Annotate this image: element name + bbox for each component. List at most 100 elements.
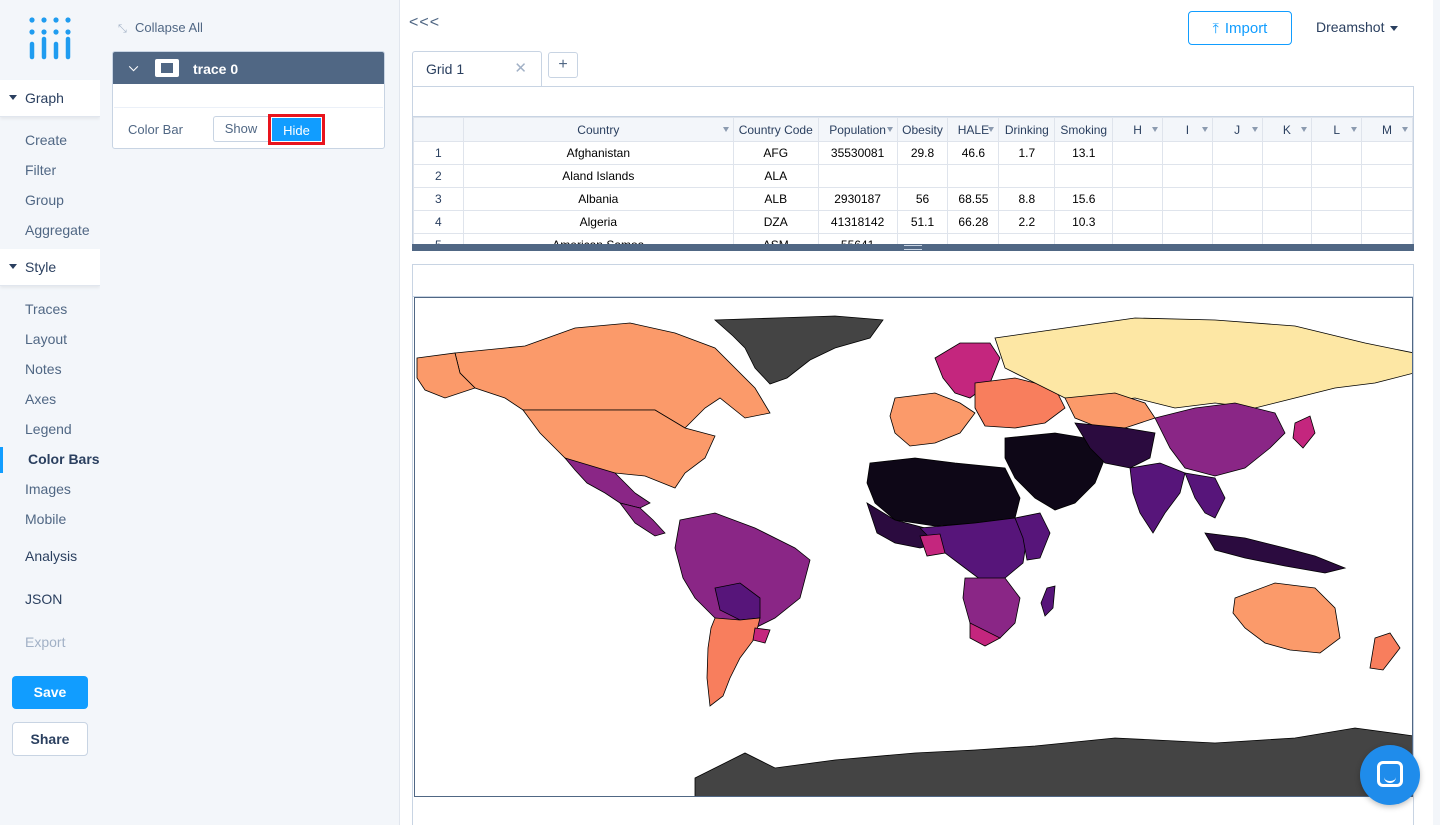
chat-button[interactable]: [1360, 745, 1420, 805]
table-cell[interactable]: [1261, 141, 1313, 165]
scrollbar[interactable]: [1433, 0, 1440, 825]
table-cell[interactable]: [896, 164, 949, 188]
filter-arrow-icon[interactable]: [1301, 127, 1308, 132]
share-button[interactable]: Share: [12, 722, 88, 756]
table-cell[interactable]: [1112, 141, 1164, 165]
country-nigeria[interactable]: [919, 533, 946, 557]
table-cell[interactable]: 56: [896, 187, 949, 211]
table-cell[interactable]: [1361, 164, 1413, 188]
table-cell[interactable]: ALA: [732, 164, 819, 188]
table-cell[interactable]: [1311, 164, 1363, 188]
country-uruguay[interactable]: [752, 627, 771, 644]
tab-grid-1[interactable]: Grid 1 ✕: [412, 51, 542, 87]
table-cell[interactable]: [1162, 164, 1213, 188]
nav-item-axes[interactable]: Axes: [25, 391, 57, 407]
table-cell[interactable]: [1311, 187, 1363, 211]
country-middle-east[interactable]: [1004, 432, 1106, 511]
table-cell[interactable]: 41318142: [817, 210, 898, 234]
nav-item-analysis[interactable]: Analysis: [25, 548, 78, 564]
nav-item-group[interactable]: Group: [25, 192, 64, 208]
filter-arrow-icon[interactable]: [722, 127, 729, 132]
nav-item-images[interactable]: Images: [25, 481, 71, 497]
nav-item-traces[interactable]: Traces: [25, 301, 68, 317]
column-header[interactable]: Population: [817, 117, 898, 142]
country-australia[interactable]: [1232, 582, 1341, 654]
table-cell[interactable]: [998, 164, 1056, 188]
nav-item-create[interactable]: Create: [25, 132, 68, 148]
table-cell[interactable]: DZA: [732, 210, 819, 234]
choropleth-map[interactable]: [414, 297, 1413, 797]
table-cell[interactable]: Afghanistan: [462, 141, 734, 165]
grid-resize-bar[interactable]: [412, 244, 1414, 251]
column-header[interactable]: HALE: [947, 117, 1000, 142]
table-cell[interactable]: [1361, 187, 1413, 211]
column-header[interactable]: Country Code: [732, 117, 819, 142]
resize-grip-icon[interactable]: [904, 245, 922, 250]
country-central-africa[interactable]: [919, 517, 1028, 584]
trace-header[interactable]: ⌵ trace 0: [113, 52, 384, 84]
nav-section-graph[interactable]: Graph: [0, 80, 100, 117]
row-number[interactable]: 1: [413, 141, 464, 165]
table-cell[interactable]: [1261, 164, 1313, 188]
column-header[interactable]: M: [1361, 117, 1413, 142]
add-grid-button[interactable]: +: [548, 52, 578, 78]
country-madagascar[interactable]: [1040, 585, 1056, 617]
table-cell[interactable]: ALB: [732, 187, 819, 211]
table-cell[interactable]: [1211, 210, 1263, 234]
country-southeast-asia[interactable]: [1184, 472, 1226, 519]
table-cell[interactable]: 2930187: [817, 187, 898, 211]
table-cell[interactable]: [1211, 141, 1263, 165]
table-cell[interactable]: 1.7: [998, 141, 1056, 165]
country-japan[interactable]: [1292, 415, 1316, 449]
nav-item-layout[interactable]: Layout: [25, 331, 68, 347]
nav-item-json[interactable]: JSON: [25, 591, 63, 607]
table-cell[interactable]: [1211, 187, 1263, 211]
close-icon[interactable]: ✕: [514, 60, 527, 77]
filter-arrow-icon[interactable]: [988, 127, 995, 132]
table-cell[interactable]: [1162, 187, 1213, 211]
country-europe-west[interactable]: [889, 392, 976, 447]
nav-item-notes[interactable]: Notes: [25, 361, 62, 377]
row-number[interactable]: 3: [413, 187, 464, 211]
country-north-africa[interactable]: [866, 457, 1021, 527]
nav-item-color-bars[interactable]: Color Bars: [28, 451, 100, 467]
nav-section-style[interactable]: Style: [0, 249, 100, 286]
column-header[interactable]: I: [1162, 117, 1213, 142]
row-number[interactable]: 2: [413, 164, 464, 188]
column-header[interactable]: J: [1211, 117, 1263, 142]
nav-item-legend[interactable]: Legend: [25, 421, 72, 437]
table-cell[interactable]: 15.6: [1054, 187, 1114, 211]
table-cell[interactable]: [1361, 210, 1413, 234]
table-cell[interactable]: 35530081: [817, 141, 898, 165]
country-eastern-europe[interactable]: [974, 377, 1066, 429]
table-cell[interactable]: [1311, 210, 1363, 234]
table-cell[interactable]: 29.8: [896, 141, 949, 165]
country-argentina-chile[interactable]: [706, 617, 761, 707]
table-cell[interactable]: [1261, 210, 1313, 234]
row-number[interactable]: 4: [413, 210, 464, 234]
table-cell[interactable]: 2.2: [998, 210, 1056, 234]
table-cell[interactable]: Aland Islands: [462, 164, 734, 188]
table-cell[interactable]: [1261, 187, 1313, 211]
country-greenland[interactable]: [713, 315, 884, 385]
table-cell[interactable]: 13.1: [1054, 141, 1114, 165]
collapse-panel-button[interactable]: <<<: [409, 14, 441, 31]
column-header[interactable]: Drinking: [998, 117, 1056, 142]
column-header[interactable]: K: [1261, 117, 1313, 142]
column-header[interactable]: L: [1311, 117, 1363, 142]
color-bar-hide-button[interactable]: Hide: [271, 117, 322, 142]
nav-item-filter[interactable]: Filter: [25, 162, 57, 178]
save-button[interactable]: Save: [12, 676, 88, 709]
country-usa[interactable]: [522, 409, 716, 489]
user-menu[interactable]: Dreamshot: [1316, 19, 1399, 35]
table-cell[interactable]: [1211, 164, 1263, 188]
table-cell[interactable]: 46.6: [947, 141, 1000, 165]
table-cell[interactable]: [1054, 164, 1114, 188]
column-header[interactable]: Obesity: [896, 117, 949, 142]
filter-arrow-icon[interactable]: [1251, 127, 1258, 132]
table-cell[interactable]: 10.3: [1054, 210, 1114, 234]
table-cell[interactable]: 68.55: [947, 187, 1000, 211]
filter-arrow-icon[interactable]: [886, 127, 893, 132]
country-south-america-north[interactable]: [674, 512, 811, 639]
country-canada[interactable]: [454, 322, 771, 429]
